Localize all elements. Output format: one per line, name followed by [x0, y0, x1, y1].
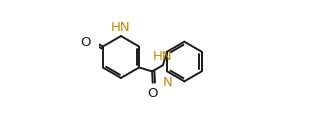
Text: HN: HN [111, 21, 131, 34]
Text: O: O [81, 36, 91, 49]
Text: HN: HN [152, 50, 172, 63]
Text: N: N [162, 75, 172, 88]
Text: O: O [147, 86, 158, 99]
